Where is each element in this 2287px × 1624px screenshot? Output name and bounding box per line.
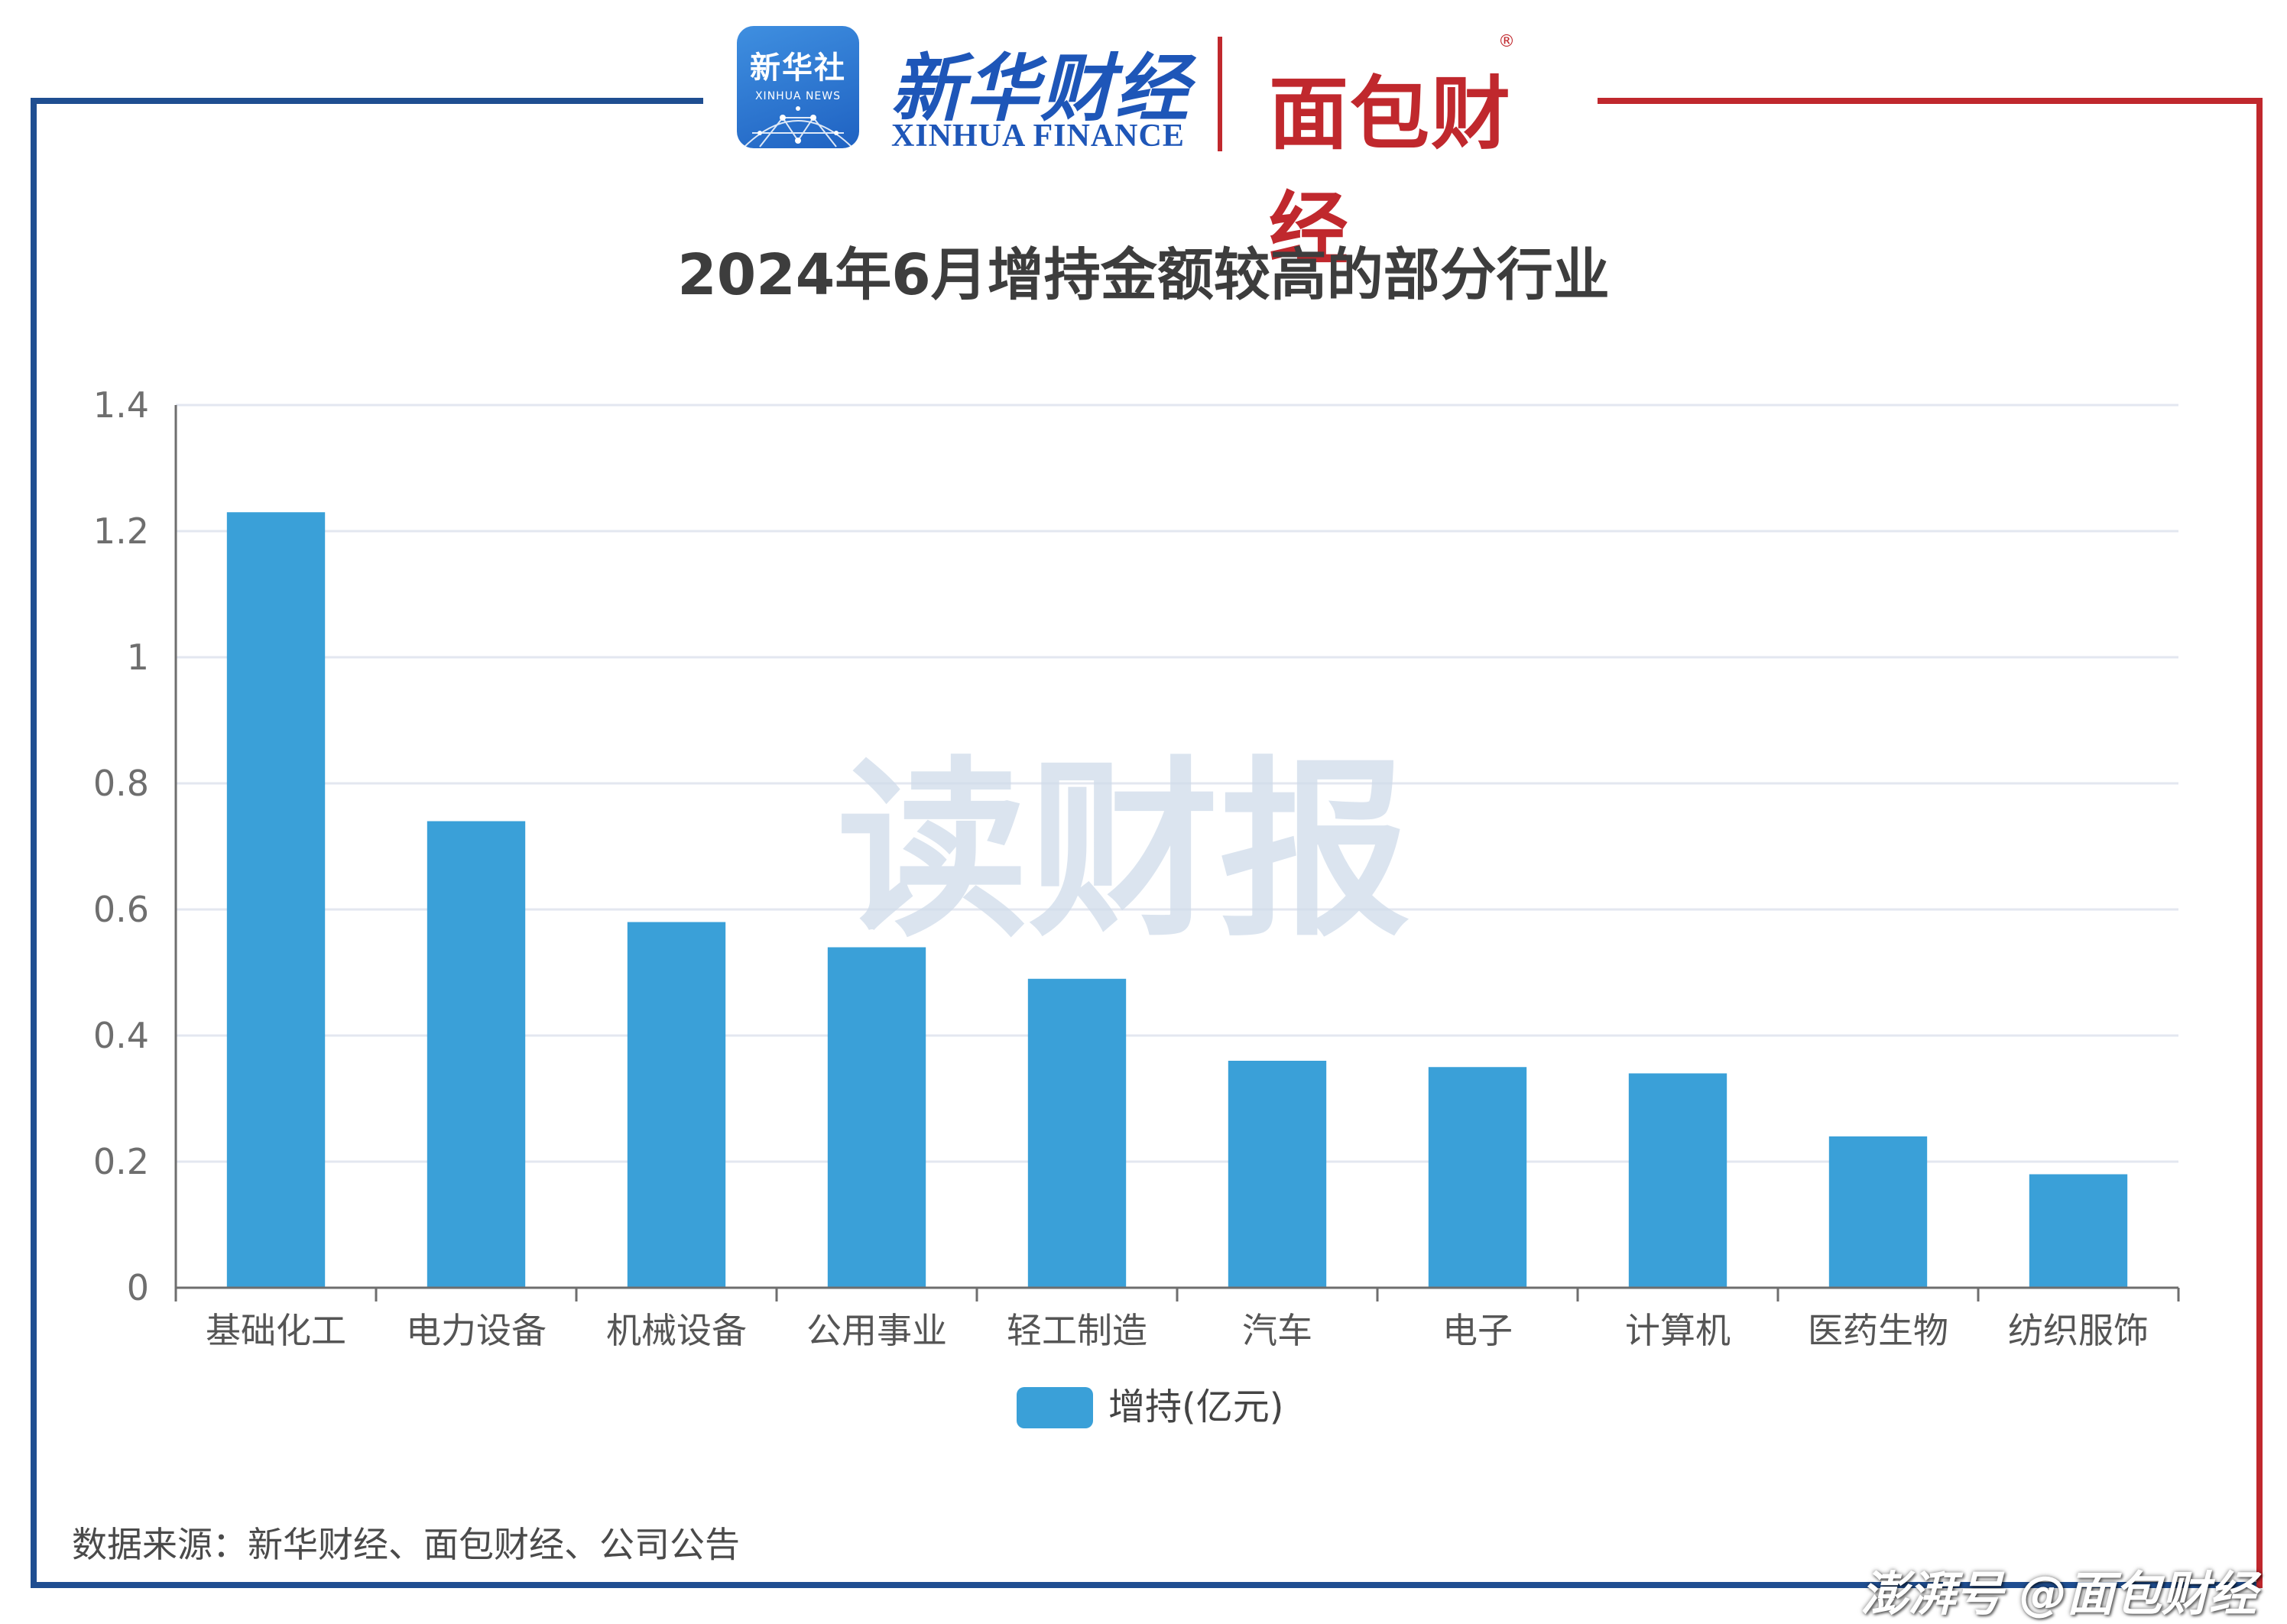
y-tick-label: 0.6 xyxy=(93,889,149,930)
x-category-label: 轻工制造 xyxy=(1007,1310,1147,1351)
source-note: 数据来源：新华财经、面包财经、公司公告 xyxy=(72,1524,740,1565)
x-category-label: 纺织服饰 xyxy=(2008,1310,2149,1351)
bar xyxy=(1828,1136,1928,1288)
x-category-label: 电力设备 xyxy=(406,1310,547,1351)
x-category-label: 汽车 xyxy=(1242,1310,1312,1351)
y-tick-label: 1.4 xyxy=(93,384,149,426)
y-tick-label: 0.4 xyxy=(93,1015,149,1056)
x-category-label: 医药生物 xyxy=(1808,1310,1948,1351)
network-globe-icon xyxy=(744,106,852,147)
chart-title: 2024年6月增持金额较高的部分行业 xyxy=(677,242,1610,308)
bar xyxy=(627,922,726,1288)
bar xyxy=(827,947,926,1288)
frame-top-right-line xyxy=(1598,98,2263,104)
bars xyxy=(226,512,2128,1288)
frame-bottom-line xyxy=(31,1582,2263,1588)
bar xyxy=(226,512,326,1288)
bar xyxy=(1027,978,1127,1288)
legend-swatch xyxy=(1017,1387,1093,1428)
legend-label: 增持(亿元) xyxy=(1108,1386,1283,1428)
y-tick-label: 0 xyxy=(127,1267,149,1308)
bar xyxy=(1228,1061,1327,1288)
y-tick-label: 1.2 xyxy=(93,511,149,552)
bar xyxy=(427,821,526,1288)
footer-watermark: 澎湃号 @面包财经 xyxy=(1860,1566,2256,1622)
registered-mark: ® xyxy=(1498,32,1515,51)
xinhua-finance-logo-cn: 新华财经 xyxy=(890,45,1190,131)
mianbao-finance-logo: 面包财经 xyxy=(1269,67,1513,276)
header-divider xyxy=(1218,37,1222,151)
axes: 0 0.2 0.4 0.6 0.8 1 1.2 1.4 基础化工 电力设备 机械设备 公用事业 轻工制造… xyxy=(93,384,2180,1351)
xinhua-finance-logo-en: XINHUA FINANCE xyxy=(891,118,1185,154)
y-tick-label: 1 xyxy=(127,637,149,678)
x-category-label: 基础化工 xyxy=(206,1310,346,1351)
bar xyxy=(1428,1067,1527,1288)
xinhua-news-logo: 新华社 XINHUA NEWS xyxy=(737,26,859,148)
frame-right-line xyxy=(2256,98,2263,1588)
x-category-label: 计算机 xyxy=(1625,1310,1731,1351)
bar xyxy=(1628,1073,1727,1288)
x-category-label: 公用事业 xyxy=(806,1310,947,1351)
header-logos: 新华社 XINHUA NEWS 新华财经 XINHUA FINANCE 面包财经… xyxy=(734,20,1575,276)
y-tick-label: 0.2 xyxy=(93,1141,149,1182)
frame-left-line xyxy=(31,98,37,1588)
legend: 增持(亿元) xyxy=(1017,1386,1283,1428)
bar xyxy=(2029,1174,2128,1288)
frame-top-left-line xyxy=(31,98,703,104)
x-category-label: 电子 xyxy=(1442,1310,1513,1351)
y-tick-label: 0.8 xyxy=(93,763,149,804)
watermark: 读财报 xyxy=(837,740,1410,962)
xinhua-badge-en: XINHUA NEWS xyxy=(754,90,842,102)
x-category-label: 机械设备 xyxy=(606,1310,747,1351)
xinhua-badge-cn: 新华社 xyxy=(750,50,846,86)
